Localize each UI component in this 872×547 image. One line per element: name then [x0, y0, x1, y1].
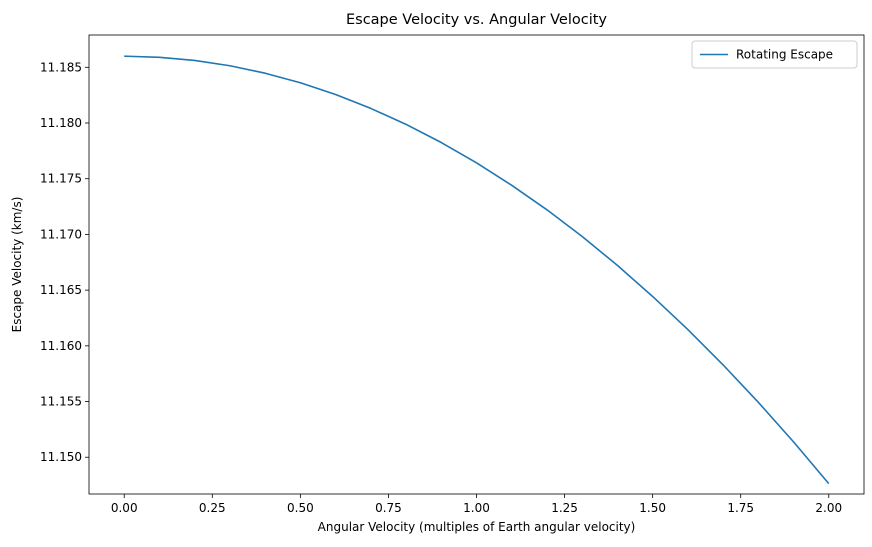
y-axis-label: Escape Velocity (km/s): [10, 197, 24, 333]
x-axis-ticks: 0.00 0.25 0.50 0.75 1.00 1.25 1.50 1.75 2.00: [111, 494, 842, 515]
legend-entry-label: Rotating Escape: [736, 48, 833, 62]
y-tick-label: 11.155: [40, 395, 82, 409]
x-tick-label: 0.50: [287, 501, 314, 515]
x-tick-label: 0.75: [375, 501, 402, 515]
y-tick-label: 11.165: [40, 283, 82, 297]
x-tick-label: 1.75: [727, 501, 754, 515]
y-tick-label: 11.185: [40, 60, 82, 74]
y-tick-label: 11.150: [40, 450, 82, 464]
x-tick-label: 2.00: [815, 501, 842, 515]
x-tick-label: 1.00: [463, 501, 490, 515]
x-axis-label: Angular Velocity (multiples of Earth ang…: [318, 520, 636, 534]
legend-box: [691, 40, 858, 69]
x-tick-label: 1.25: [551, 501, 578, 515]
y-tick-label: 11.160: [40, 339, 82, 353]
y-tick-label: 11.175: [40, 172, 82, 186]
x-tick-label: 0.00: [111, 501, 138, 515]
y-tick-label: 11.180: [40, 116, 82, 130]
x-tick-label: 1.50: [639, 501, 666, 515]
series-line-0: [124, 55, 830, 485]
y-axis-ticks: 11.150 11.155 11.160 11.165 11.170 11.175 11.1…: [40, 60, 89, 464]
x-tick-label: 0.25: [199, 501, 226, 515]
y-tick-label: 11.170: [40, 227, 82, 241]
chart-title: Escape Velocity vs. Angular Velocity: [346, 12, 607, 28]
legend: Rotating Escape: [691, 40, 858, 69]
